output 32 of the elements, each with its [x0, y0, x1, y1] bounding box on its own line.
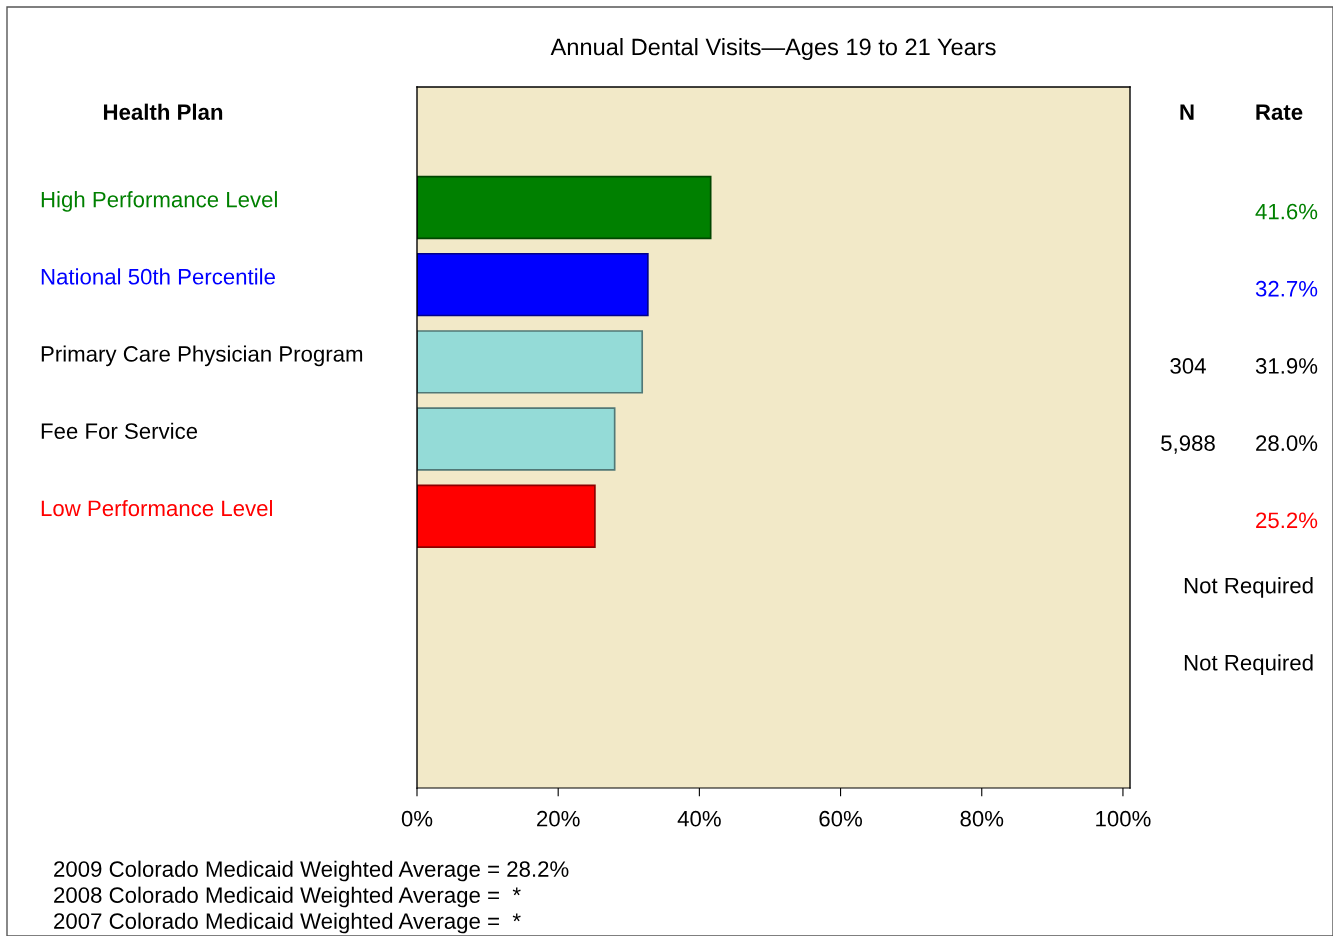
- bar: [417, 330, 644, 394]
- bar: [417, 484, 596, 548]
- chart-title: Annual Dental Visits—Ages 19 to 21 Years: [550, 38, 996, 61]
- text: Not Required: [1184, 577, 1313, 598]
- text: 2008 Colorado Medicaid Weighted Average = *: [54, 886, 521, 908]
- y-tick-label: High Performance Level: [41, 191, 277, 212]
- bar: [417, 252, 649, 317]
- text: 2007 Colorado Medicaid Weighted Average = *: [54, 912, 521, 934]
- text: N: [1180, 104, 1194, 120]
- text: Rate: [1256, 104, 1303, 120]
- data-label: 31.9%: [1255, 358, 1318, 374]
- x-tick-label: 100%: [1096, 810, 1151, 827]
- bar: [417, 407, 616, 471]
- text: 2009 Colorado Medicaid Weighted Average = 28.2%: [54, 860, 569, 882]
- x-tick-label: 60%: [819, 810, 863, 827]
- data-label: 25.2%: [1256, 512, 1318, 529]
- y-tick-label: Primary Care Physician Program: [41, 345, 363, 367]
- y-tick-label: National 50th Percentile: [41, 268, 275, 285]
- x-tick-label: 0%: [401, 810, 433, 827]
- y-tick-label: Fee For Service: [41, 422, 198, 440]
- x-tick-label: 80%: [960, 810, 1004, 827]
- text: 5,988: [1161, 435, 1215, 454]
- data-label: 32.7%: [1255, 280, 1318, 297]
- bar: [417, 175, 712, 240]
- x-tick-label: 20%: [537, 810, 580, 827]
- y-tick-label: Low Performance Level: [41, 499, 272, 517]
- text: 304: [1170, 358, 1206, 374]
- data-label: 41.6%: [1255, 203, 1318, 220]
- x-tick-label: 40%: [677, 810, 721, 827]
- text: Health Plan: [103, 103, 223, 120]
- text: Not Required: [1184, 654, 1313, 676]
- data-label: 28.0%: [1256, 435, 1318, 452]
